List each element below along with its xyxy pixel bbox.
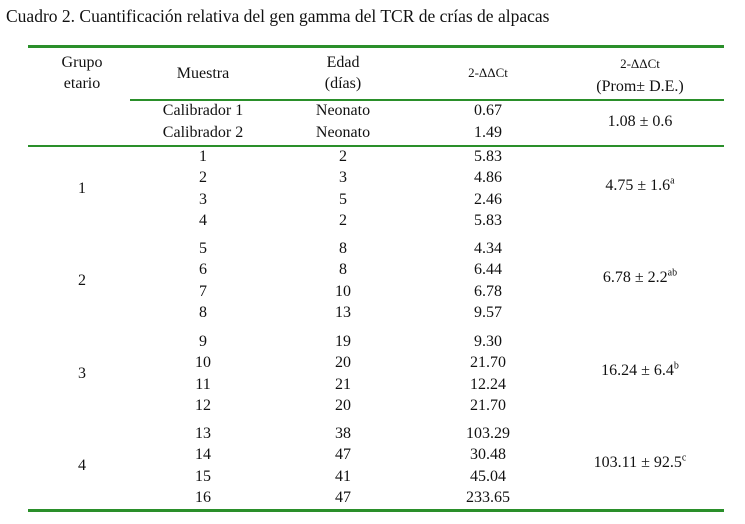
calibrator-age: Neonato [315, 102, 371, 119]
age-cell: 10 [335, 282, 351, 300]
age-cell: 19 [335, 333, 351, 350]
header-group-line1: Grupo [61, 54, 103, 71]
group-mean: 4.75 ± 1.6a [605, 175, 675, 194]
header-mean-line1: 2-ΔΔCt [620, 56, 660, 71]
sample-cell: 13 [195, 425, 211, 442]
sample-cell: 7 [199, 282, 207, 300]
calibrator-separator [28, 145, 724, 147]
header-mean-line2: (Prom± D.E.) [596, 78, 684, 95]
header-underline [130, 99, 724, 101]
calibrator-sample: Calibrador 1 [162, 102, 244, 119]
value-cell: 12.24 [470, 375, 506, 393]
sample-cell: 9 [199, 333, 207, 350]
age-cell: 21 [335, 375, 351, 393]
age-cell: 8 [339, 240, 347, 257]
sample-cell: 11 [195, 375, 211, 393]
sample-cell: 14 [195, 446, 211, 464]
bottom-rule [28, 509, 724, 512]
header-age-line1: Edad [326, 54, 360, 71]
sample-cell: 10 [195, 354, 211, 372]
header-expression: 2-ΔΔCt [468, 65, 508, 80]
group-label: 1 [78, 179, 86, 197]
age-cell: 38 [335, 425, 351, 442]
group-label: 2 [78, 271, 86, 289]
age-cell: 20 [335, 354, 351, 372]
value-cell: 103.29 [466, 425, 510, 442]
sample-cell: 15 [195, 467, 211, 485]
age-cell: 47 [335, 446, 351, 464]
sample-cell: 4 [199, 211, 207, 229]
age-cell: 2 [339, 148, 347, 165]
sample-cell: 3 [199, 190, 207, 208]
value-cell: 5.83 [474, 148, 502, 165]
header-group-line2: etario [63, 75, 101, 92]
group-mean: 6.78 ± 2.2ab [602, 267, 678, 286]
age-cell: 20 [335, 396, 351, 414]
group-mean: 103.11 ± 92.5c [593, 452, 687, 471]
sample-cell: 12 [195, 396, 211, 414]
value-cell: 45.04 [470, 467, 506, 485]
sample-cell: 8 [199, 303, 207, 321]
group-label: 4 [78, 456, 86, 474]
value-cell: 30.48 [470, 446, 506, 464]
sample-cell: 1 [199, 148, 207, 165]
calibrator-sample: Calibrador 2 [162, 124, 244, 141]
age-cell: 3 [339, 169, 347, 187]
sample-cell: 2 [199, 169, 207, 187]
age-cell: 2 [339, 211, 347, 229]
group-label: 3 [78, 364, 86, 382]
header-sample: Muestra [176, 65, 230, 82]
significance-superscript: c [681, 452, 687, 464]
significance-superscript: ab [667, 267, 678, 279]
header-age-line2: (días) [324, 75, 362, 92]
sample-cell: 16 [195, 488, 211, 506]
calibrator-age: Neonato [315, 124, 371, 141]
value-cell: 4.34 [474, 240, 502, 257]
table-caption: Cuadro 2. Cuantificación relativa del ge… [6, 6, 550, 26]
age-cell: 47 [335, 488, 351, 506]
value-cell: 2.46 [474, 190, 502, 208]
sample-cell: 6 [199, 261, 207, 279]
value-cell: 5.83 [474, 211, 502, 229]
group-mean: 16.24 ± 6.4b [601, 360, 679, 379]
calibrator-value: 1.49 [474, 124, 502, 141]
value-cell: 21.70 [470, 396, 506, 414]
significance-superscript: a [670, 175, 675, 187]
age-cell: 13 [335, 303, 351, 321]
top-rule [28, 45, 724, 48]
value-cell: 233.65 [466, 488, 510, 506]
value-cell: 6.78 [474, 282, 502, 300]
significance-superscript: b [673, 360, 679, 372]
calibrator-value: 0.67 [474, 102, 502, 119]
value-cell: 4.86 [474, 169, 502, 187]
value-cell: 9.30 [474, 333, 502, 350]
sample-cell: 5 [199, 240, 207, 257]
value-cell: 21.70 [470, 354, 506, 372]
age-cell: 5 [339, 190, 347, 208]
age-cell: 8 [339, 261, 347, 279]
calibrator-mean: 1.08 ± 0.6 [607, 113, 673, 130]
value-cell: 6.44 [474, 261, 502, 279]
value-cell: 9.57 [474, 303, 502, 321]
age-cell: 41 [335, 467, 351, 485]
